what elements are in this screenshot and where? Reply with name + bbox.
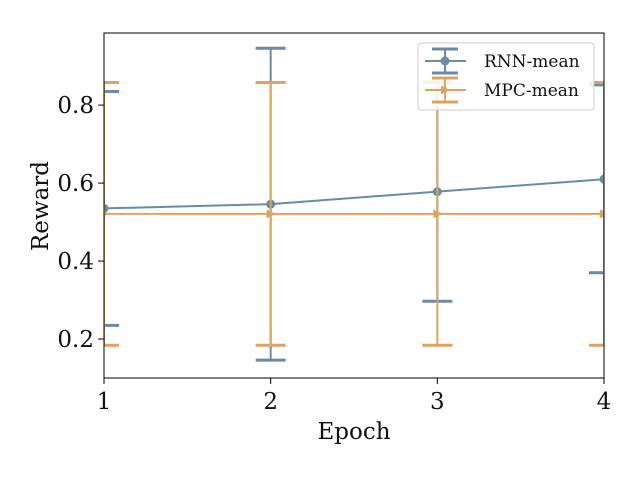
y-tick-label: 0.4 xyxy=(57,249,94,275)
x-tick-label: 2 xyxy=(263,389,278,415)
mpc-mean-point xyxy=(266,209,276,219)
y-axis-label: Reward xyxy=(28,161,54,251)
y-tick-label: 0.8 xyxy=(57,93,94,119)
rnn-mean-line xyxy=(104,178,604,210)
legend-label-rnn-mean: RNN-mean xyxy=(484,52,580,72)
legend-box xyxy=(417,42,595,111)
x-axis-label: Epoch xyxy=(317,419,390,445)
y-tick-label: 0.2 xyxy=(57,327,94,353)
rnn-mean-point xyxy=(104,203,109,213)
legend-marker-rnn-mean xyxy=(440,56,450,66)
legend-marker-mpc-mean xyxy=(441,85,450,95)
mpc-mean-point xyxy=(433,209,443,219)
legend: RNN-mean MPC-mean xyxy=(417,42,595,111)
x-tick-label: 3 xyxy=(430,389,445,415)
legend-label-mpc-mean: MPC-mean xyxy=(484,81,579,101)
rnn-mean-point xyxy=(599,174,604,184)
mpc-mean-point xyxy=(600,209,604,219)
x-tick-label: 1 xyxy=(97,389,112,415)
mpc-mean-point xyxy=(104,211,109,217)
x-tick-label: 4 xyxy=(597,389,612,415)
y-tick-label: 0.6 xyxy=(57,171,94,197)
plot-frame xyxy=(103,32,605,379)
